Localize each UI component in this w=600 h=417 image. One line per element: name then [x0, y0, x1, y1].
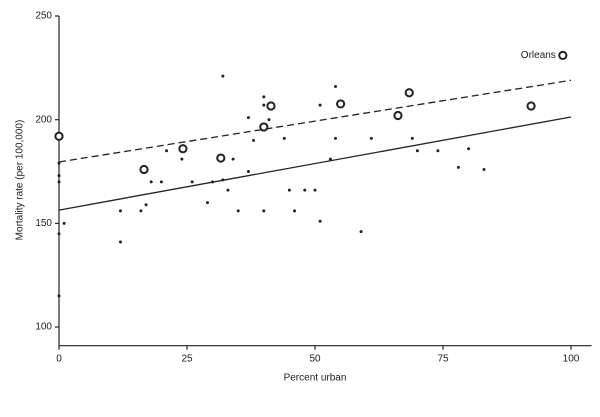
circle-point — [54, 131, 64, 141]
dot-point — [221, 74, 225, 78]
dot-point — [252, 138, 256, 142]
dot-point — [369, 136, 373, 140]
dot-point — [456, 165, 460, 169]
dot-point — [262, 103, 266, 107]
dot-point — [267, 118, 271, 122]
dot-point — [57, 180, 61, 184]
dot-point — [293, 209, 297, 213]
y-tick-label: 100 — [35, 322, 52, 333]
dot-point — [236, 209, 240, 213]
circle-point — [259, 122, 269, 132]
dot-point — [57, 174, 61, 178]
dot-point — [57, 161, 61, 165]
dot-point — [231, 157, 235, 161]
dot-point — [118, 240, 122, 244]
dot-point — [318, 103, 322, 107]
dot-point — [262, 209, 266, 213]
circle-point — [139, 164, 149, 175]
regression-line — [58, 116, 572, 211]
dot-point — [190, 180, 194, 184]
circle-point — [178, 144, 188, 154]
circle-point — [266, 101, 276, 111]
dot-point — [303, 188, 307, 192]
dot-point — [211, 180, 215, 184]
dot-point — [144, 203, 148, 207]
dot-point — [57, 294, 61, 298]
y-tick-label: 250 — [35, 11, 52, 22]
x-tick-label: 0 — [56, 353, 62, 364]
dot-point — [318, 219, 322, 223]
y-tick-label: 150 — [35, 218, 52, 229]
dot-point — [159, 180, 163, 184]
dot-point — [333, 85, 337, 89]
x-tick-label: 25 — [181, 353, 193, 364]
dot-point — [410, 136, 414, 140]
y-tick-label: 200 — [35, 114, 52, 125]
dot-point — [359, 230, 363, 234]
dot-point — [57, 232, 61, 236]
dot-point — [467, 147, 471, 151]
dot-point — [246, 170, 250, 174]
dot-point — [287, 188, 291, 192]
regression-line — [58, 79, 572, 163]
dot-point — [62, 221, 66, 225]
dot-point — [262, 95, 266, 99]
dot-point — [282, 136, 286, 140]
y-axis-title: Mortality rate (per 100,000) — [15, 120, 26, 241]
dot-point — [436, 149, 440, 153]
dot-point — [149, 180, 153, 184]
circle-point — [404, 88, 414, 98]
circle-point — [526, 101, 536, 111]
dot-point — [205, 201, 209, 205]
circle-point — [393, 110, 403, 121]
x-tick-label: 100 — [563, 353, 580, 364]
dot-point — [328, 157, 332, 161]
x-tick-label: 75 — [437, 353, 449, 364]
dot-point — [226, 188, 230, 192]
circle-point — [336, 99, 346, 109]
dot-point — [333, 136, 337, 140]
dot-point — [246, 116, 250, 120]
dot-point — [482, 167, 486, 171]
dot-point — [118, 209, 122, 213]
dot-point — [313, 188, 317, 192]
dot-point — [180, 157, 184, 161]
dot-point — [165, 149, 169, 153]
dot-point — [415, 149, 419, 153]
dot-point — [221, 178, 225, 182]
x-tick-label: 50 — [309, 353, 321, 364]
annotation: Orleans — [521, 50, 556, 61]
circle-point — [558, 50, 568, 60]
circle-point — [216, 153, 226, 163]
dot-point — [139, 209, 143, 213]
x-axis-title: Percent urban — [284, 373, 347, 384]
